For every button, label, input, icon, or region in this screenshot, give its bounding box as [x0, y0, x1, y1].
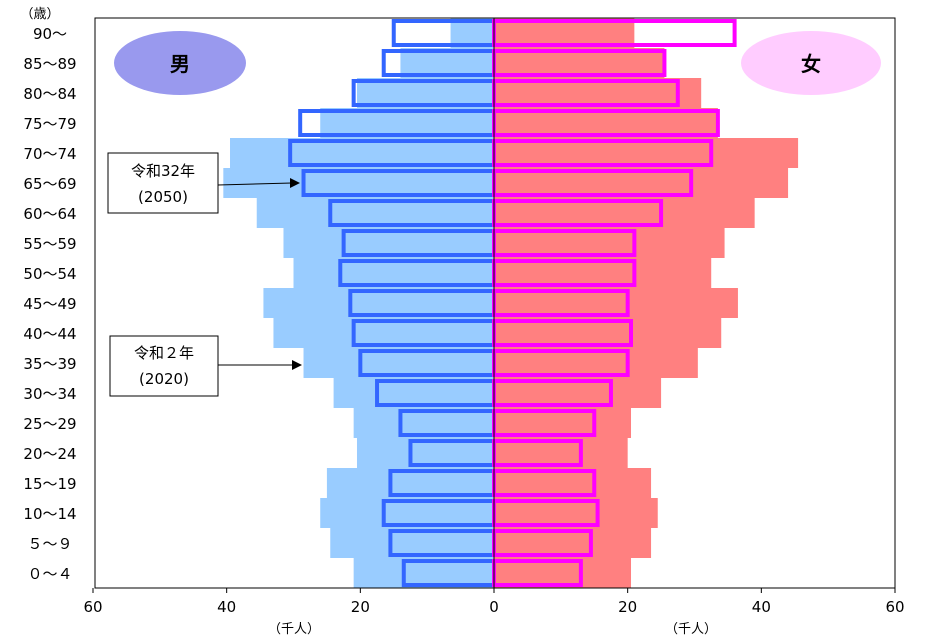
age-label-17: 85～89 — [23, 55, 76, 73]
callout-2050-line1: 令和32年 — [131, 162, 195, 180]
labels-group: ０～４ ５～９ 10～14 15～19 20～24 25～29 30～34 35～39 40～4… — [23, 25, 76, 583]
age-label-2: 10～14 — [23, 505, 76, 523]
callout-2050-line2: (2050) — [138, 188, 188, 206]
age-label-1: ５～９ — [27, 535, 72, 553]
male-label: 男 — [170, 52, 190, 76]
female-label: 女 — [801, 52, 821, 76]
x-tick-label-6: 60 — [885, 598, 904, 616]
age-label-4: 20～24 — [23, 445, 76, 463]
callout-2050-box — [107, 152, 219, 214]
y-axis-unit: （歳） — [20, 7, 59, 22]
age-label-0: ０～４ — [27, 565, 72, 583]
axes-group: 60 40 20 0 20 40 60 — [83, 17, 905, 616]
x-tick-label-0: 60 — [83, 598, 102, 616]
age-label-13: 65～69 — [23, 175, 76, 193]
female-label-ellipse — [741, 31, 881, 95]
age-label-10: 50～54 — [23, 265, 76, 283]
age-label-14: 70～74 — [23, 145, 76, 163]
age-label-16: 80～84 — [23, 85, 76, 103]
callout-2050-arrow — [217, 182, 293, 186]
age-label-11: 55～59 — [23, 235, 76, 253]
callout-2020-line2: (2020) — [139, 370, 189, 388]
age-label-6: 30～34 — [23, 385, 76, 403]
callout-2020-arrowhead — [292, 360, 302, 370]
age-label-15: 75～79 — [23, 115, 76, 133]
age-label-9: 45～49 — [23, 295, 76, 313]
age-label-12: 60～64 — [23, 205, 76, 223]
male-label-ellipse — [114, 31, 246, 95]
age-label-18: 90～ — [33, 25, 67, 43]
age-label-5: 25～29 — [23, 415, 76, 433]
x-tick-label-1: 40 — [217, 598, 236, 616]
callout-2020-box — [109, 335, 219, 397]
x-axis-unit-right: （千人） — [665, 622, 717, 637]
callout-2050-arrowhead — [290, 178, 300, 188]
x-tick-label-3: 0 — [489, 598, 499, 616]
age-label-7: 35～39 — [23, 355, 76, 373]
x-tick-label-2: 20 — [351, 598, 370, 616]
age-label-8: 40～44 — [23, 325, 76, 343]
age-label-3: 15～19 — [23, 475, 76, 493]
callout-2020-line1: 令和２年 — [134, 344, 194, 362]
x-axis-unit-left: （千人） — [268, 622, 320, 637]
x-tick-label-4: 20 — [618, 598, 637, 616]
x-tick-label-5: 40 — [752, 598, 771, 616]
plot-frame — [94, 17, 896, 589]
